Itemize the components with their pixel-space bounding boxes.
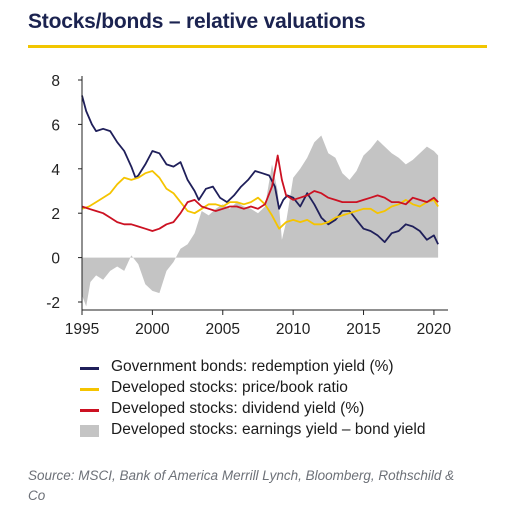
legend-swatch-earnings — [80, 425, 99, 437]
series-line-dividend — [81, 154, 439, 232]
x-tick-label: 2010 — [276, 321, 311, 338]
area-layer — [82, 135, 439, 307]
legend-swatch-price-book — [80, 388, 99, 391]
legend-label-gov-bonds: Government bonds: redemption yield (%) — [111, 358, 394, 375]
axis-layer: -2 0 2 4 6 8 1995 2000 2005 2010 2015 2020 — [46, 73, 451, 338]
x-tick-label: 2000 — [135, 321, 170, 338]
y-tick-label: 6 — [51, 117, 60, 134]
legend-swatch-gov-bonds — [80, 367, 99, 370]
y-tick-label: 4 — [51, 162, 60, 179]
y-tick-label: 8 — [51, 73, 60, 90]
y-tick-label: -2 — [46, 295, 60, 312]
title-underline — [28, 45, 487, 48]
series-line-gov-bonds — [81, 95, 439, 245]
y-tick-label: 2 — [51, 206, 60, 223]
x-tick-label: 1995 — [65, 321, 99, 338]
chart-svg: -2 0 2 4 6 8 1995 2000 2005 2010 2015 2020 — [46, 73, 451, 338]
source-note: Source: MSCI, Bank of America Merrill Ly… — [28, 468, 455, 503]
series-area-earnings-yield-gap — [82, 135, 439, 307]
legend-swatch-dividend — [80, 409, 99, 412]
chart-title: Stocks/bonds – relative valuations — [28, 10, 366, 33]
x-tick-label: 2015 — [346, 321, 380, 338]
legend-label-price-book: Developed stocks: price/book ratio — [111, 379, 348, 396]
y-tick-label: 0 — [51, 251, 60, 268]
line-layer — [81, 95, 439, 245]
legend-label-earnings: Developed stocks: earnings yield – bond … — [111, 421, 426, 438]
x-tick-label: 2005 — [206, 321, 240, 338]
series-line-price-book — [81, 170, 439, 230]
legend-label-dividend: Developed stocks: dividend yield (%) — [111, 400, 365, 417]
x-tick-label: 2020 — [417, 321, 452, 338]
